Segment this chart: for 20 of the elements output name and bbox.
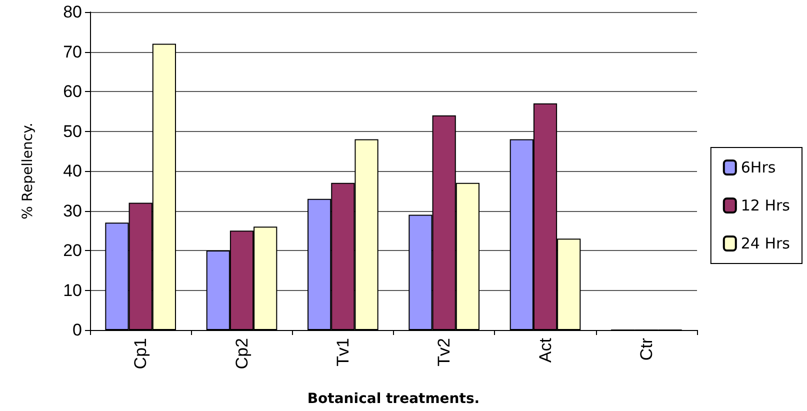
y-tick-label: 70 bbox=[63, 42, 82, 62]
x-tick-label: Tv2 bbox=[434, 338, 454, 366]
y-tick-label: 0 bbox=[72, 320, 82, 340]
x-tick-label: Cp2 bbox=[232, 338, 252, 370]
y-tick-label: 20 bbox=[63, 241, 82, 260]
legend-label: 6Hrs bbox=[740, 158, 776, 176]
x-tick-label: Cp1 bbox=[131, 338, 150, 370]
x-tick-label: Act bbox=[536, 338, 555, 363]
y-tick-label: 10 bbox=[63, 280, 82, 300]
x-tick-label: Tv1 bbox=[333, 338, 352, 366]
y-axis-title: % Repellency. bbox=[20, 122, 36, 220]
y-tick-label: 60 bbox=[63, 82, 82, 101]
x-axis-title: Botanical treatments. bbox=[307, 391, 480, 407]
y-tick-label: 40 bbox=[63, 162, 82, 180]
legend-label: 12 Hrs bbox=[740, 196, 790, 214]
legend-label: 24 Hrs bbox=[740, 234, 790, 252]
x-tick-label: Ctr bbox=[636, 338, 656, 361]
y-tick-label: 80 bbox=[63, 2, 82, 22]
y-tick-label: 30 bbox=[63, 201, 82, 220]
y-tick-label: 50 bbox=[63, 122, 82, 141]
